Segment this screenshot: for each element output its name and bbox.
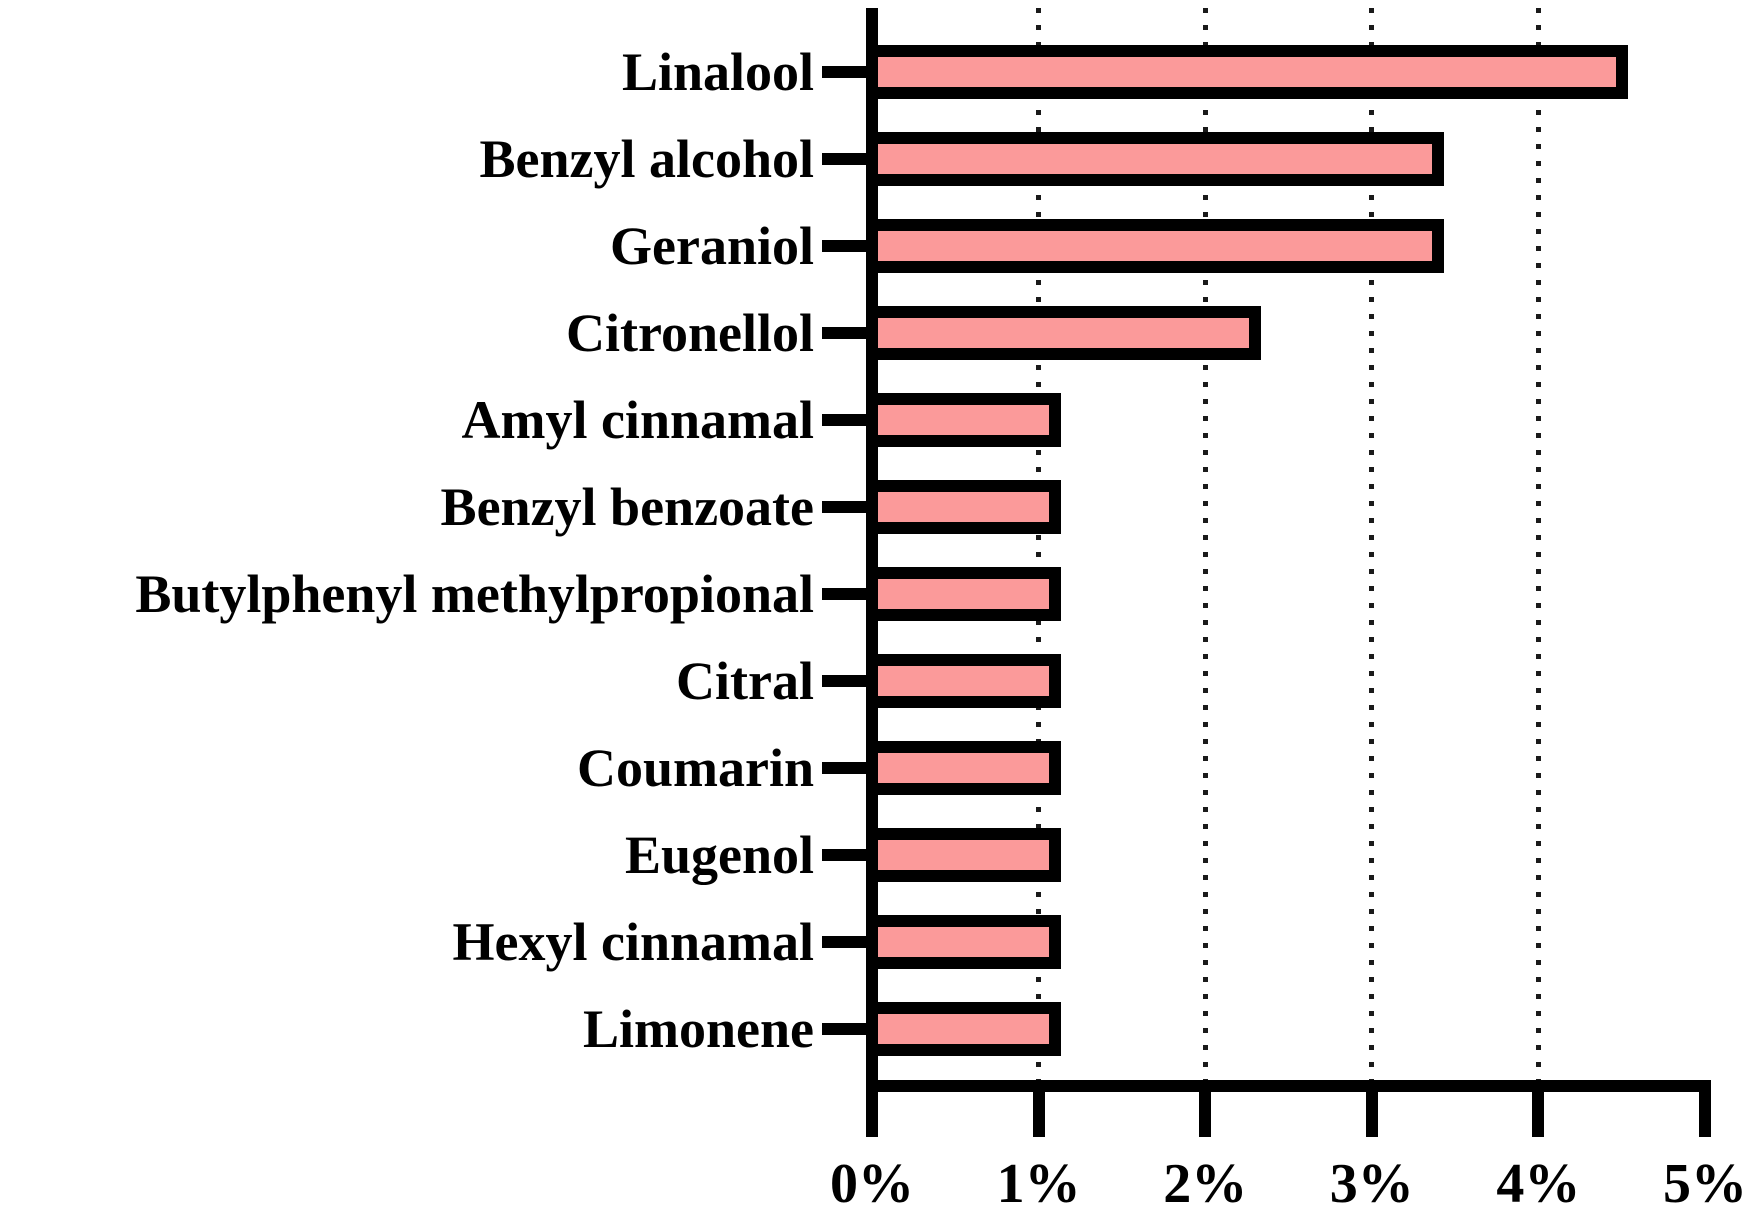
x-axis-tick bbox=[1365, 1092, 1378, 1137]
category-label: Linalool bbox=[621, 42, 814, 102]
gridline-3pct bbox=[1369, 8, 1375, 1080]
bar bbox=[866, 741, 1062, 795]
bar bbox=[866, 480, 1062, 534]
gridline-4pct bbox=[1535, 8, 1541, 1080]
category-tick bbox=[822, 501, 866, 513]
category-tick bbox=[822, 66, 866, 78]
gridline-2pct bbox=[1202, 8, 1208, 1080]
bar bbox=[866, 219, 1445, 273]
category-label: Eugenol bbox=[624, 825, 814, 885]
category-label: Benzyl alcohol bbox=[479, 129, 815, 189]
category-tick bbox=[822, 849, 866, 861]
bar bbox=[866, 1002, 1062, 1056]
category-label: Citral bbox=[676, 651, 814, 711]
bar bbox=[866, 306, 1262, 360]
x-tick-label: 2% bbox=[1163, 1153, 1248, 1215]
category-tick bbox=[822, 675, 866, 687]
category-tick bbox=[822, 588, 866, 600]
bar bbox=[866, 567, 1062, 621]
x-tick-label: 0% bbox=[830, 1153, 914, 1215]
category-label: Hexyl cinnamal bbox=[452, 912, 815, 972]
x-tick-label: 3% bbox=[1329, 1153, 1414, 1215]
x-axis-tick bbox=[1199, 1092, 1212, 1137]
bar bbox=[866, 132, 1445, 186]
bar bbox=[866, 45, 1628, 99]
category-tick bbox=[822, 762, 866, 774]
x-axis-tick bbox=[1532, 1092, 1545, 1137]
x-tick-label: 4% bbox=[1496, 1153, 1581, 1215]
category-tick bbox=[822, 414, 866, 426]
bar bbox=[866, 915, 1062, 969]
x-axis-tick bbox=[866, 1092, 878, 1137]
category-tick bbox=[822, 936, 866, 948]
category-tick bbox=[822, 240, 866, 252]
category-label: Geraniol bbox=[610, 216, 814, 276]
x-axis-line bbox=[866, 1080, 1711, 1092]
bar bbox=[866, 828, 1062, 882]
gridline-1pct bbox=[1036, 8, 1042, 1080]
category-label: Amyl cinnamal bbox=[461, 390, 814, 450]
category-label: Benzyl benzoate bbox=[440, 477, 814, 537]
category-label: Coumarin bbox=[576, 738, 814, 798]
category-tick bbox=[822, 1023, 866, 1035]
category-tick bbox=[822, 327, 866, 339]
category-label: Limonene bbox=[582, 999, 814, 1059]
bar bbox=[866, 654, 1062, 708]
category-tick bbox=[822, 153, 866, 165]
x-tick-label: 5% bbox=[1663, 1153, 1747, 1215]
x-tick-label: 1% bbox=[996, 1153, 1081, 1215]
bar bbox=[866, 393, 1062, 447]
category-label: Butylphenyl methylpropional bbox=[135, 564, 814, 624]
x-axis-tick bbox=[1699, 1092, 1711, 1137]
category-label: Citronellol bbox=[566, 303, 814, 363]
x-axis-tick bbox=[1032, 1092, 1045, 1137]
y-axis-line bbox=[866, 8, 878, 1092]
